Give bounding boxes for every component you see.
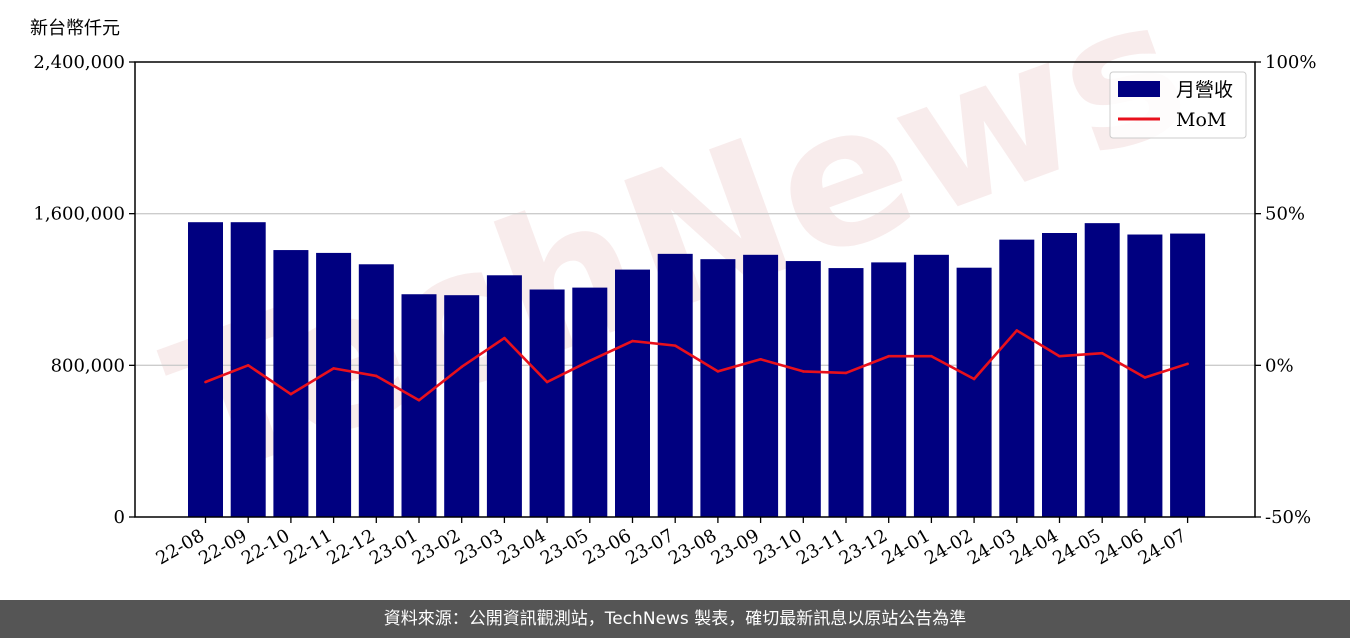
mom-point-24-02	[972, 377, 976, 381]
legend: 月營收 MoM	[1109, 71, 1247, 139]
x-tick-label: 23-04	[494, 525, 549, 569]
x-tick-label: 24-07	[1135, 525, 1190, 569]
legend-bar-swatch	[1118, 81, 1160, 97]
bar-22-10	[273, 250, 309, 518]
bar-23-11	[828, 268, 864, 517]
x-tick-label: 22-09	[195, 525, 250, 569]
bar-23-10	[785, 261, 821, 517]
bar-24-02	[956, 267, 992, 517]
mom-point-24-04	[1058, 354, 1061, 358]
right-tick-label: -50%	[1265, 507, 1311, 528]
right-axis: -50% 0% 50% 100%	[1255, 52, 1316, 528]
source-footer: 資料來源：公開資訊觀測站，TechNews 製表，確切最新訊息以原站公告為準	[0, 600, 1350, 638]
x-tick-label: 23-05	[537, 525, 592, 569]
x-tick-label: 23-08	[665, 525, 720, 569]
left-tick-label: 1,600,000	[33, 204, 125, 225]
x-tick-label: 23-07	[622, 525, 677, 569]
bar-23-08	[700, 259, 736, 517]
x-tick-label: 23-10	[750, 525, 805, 569]
mom-point-24-07	[1186, 362, 1189, 366]
mom-point-24-01	[930, 354, 933, 358]
bar-24-01	[913, 254, 949, 517]
mom-point-22-11	[332, 367, 335, 370]
bar-23-05	[572, 287, 608, 517]
bar-23-12	[871, 262, 907, 517]
x-tick-label: 24-05	[1049, 525, 1104, 569]
x-tick-label: 23-06	[580, 525, 635, 569]
mom-point-23-05	[588, 359, 592, 363]
left-axis-unit-label: 新台幣仟元	[30, 18, 120, 39]
x-tick-label: 24-06	[1092, 525, 1147, 569]
legend-label-revenue: 月營收	[1176, 79, 1233, 101]
mom-point-22-12	[375, 374, 378, 378]
x-axis: 22-0822-0922-1022-1122-1223-0123-0223-03…	[153, 517, 1190, 569]
bar-24-04	[1042, 233, 1077, 518]
plot-frame	[134, 61, 1256, 518]
bar-23-04	[529, 289, 565, 517]
x-tick-label: 23-03	[451, 525, 506, 569]
x-tick-label: 22-11	[281, 525, 336, 569]
right-tick-label: 50%	[1265, 204, 1305, 225]
mom-point-23-03	[503, 336, 506, 340]
bar-22-08	[188, 222, 223, 517]
x-tick-label: 23-11	[793, 525, 848, 569]
bar-23-07	[657, 253, 693, 517]
left-tick-label: 800,000	[51, 355, 125, 376]
x-tick-label: 24-02	[921, 525, 976, 569]
mom-point-23-04	[545, 380, 549, 384]
x-tick-label: 23-01	[366, 525, 421, 569]
mom-point-23-01	[417, 398, 421, 402]
mom-point-23-07	[673, 344, 677, 347]
bar-24-06	[1127, 234, 1163, 518]
bar-23-02	[444, 295, 480, 517]
mom-point-23-09	[759, 357, 762, 361]
mom-point-23-02	[460, 365, 464, 369]
left-tick-label: 2,400,000	[33, 52, 125, 73]
left-axis: 0 800,000 1,600,000 2,400,000	[33, 52, 135, 528]
mom-point-23-08	[716, 370, 720, 373]
x-tick-label: 22-12	[323, 525, 378, 569]
mom-point-22-08	[204, 380, 207, 384]
x-tick-label: 23-12	[836, 525, 891, 569]
bar-23-03	[486, 275, 522, 517]
x-tick-label: 22-08	[153, 525, 208, 569]
mom-line	[205, 329, 1188, 402]
mom-point-23-11	[844, 371, 848, 375]
mom-point-23-06	[631, 339, 634, 343]
x-tick-label: 23-09	[708, 525, 763, 569]
x-tick-label: 24-04	[1007, 525, 1062, 569]
bar-23-06	[615, 269, 650, 517]
mom-point-24-06	[1143, 376, 1147, 379]
bar-23-01	[401, 294, 437, 517]
right-tick-label: 100%	[1265, 52, 1316, 73]
right-tick-label: 0%	[1265, 355, 1294, 376]
line-series	[204, 329, 1189, 402]
bar-22-11	[316, 252, 352, 518]
mom-point-23-10	[802, 370, 805, 373]
bar-22-12	[358, 264, 394, 517]
bar-24-05	[1084, 223, 1120, 518]
mom-point-24-03	[1015, 329, 1019, 332]
x-tick-label: 23-02	[409, 525, 464, 569]
legend-label-mom: MoM	[1176, 109, 1226, 131]
bar-series	[188, 222, 1206, 518]
bar-23-09	[743, 254, 779, 517]
mom-point-22-10	[289, 392, 293, 396]
mom-point-22-09	[246, 364, 250, 367]
x-tick-label: 24-01	[878, 525, 933, 569]
x-tick-label: 22-10	[238, 525, 293, 569]
mom-point-24-05	[1100, 351, 1104, 355]
x-tick-label: 24-03	[964, 525, 1019, 569]
mom-point-23-12	[887, 354, 890, 358]
bar-24-07	[1170, 233, 1206, 517]
bar-24-03	[999, 239, 1035, 517]
left-tick-label: 0	[114, 507, 125, 528]
